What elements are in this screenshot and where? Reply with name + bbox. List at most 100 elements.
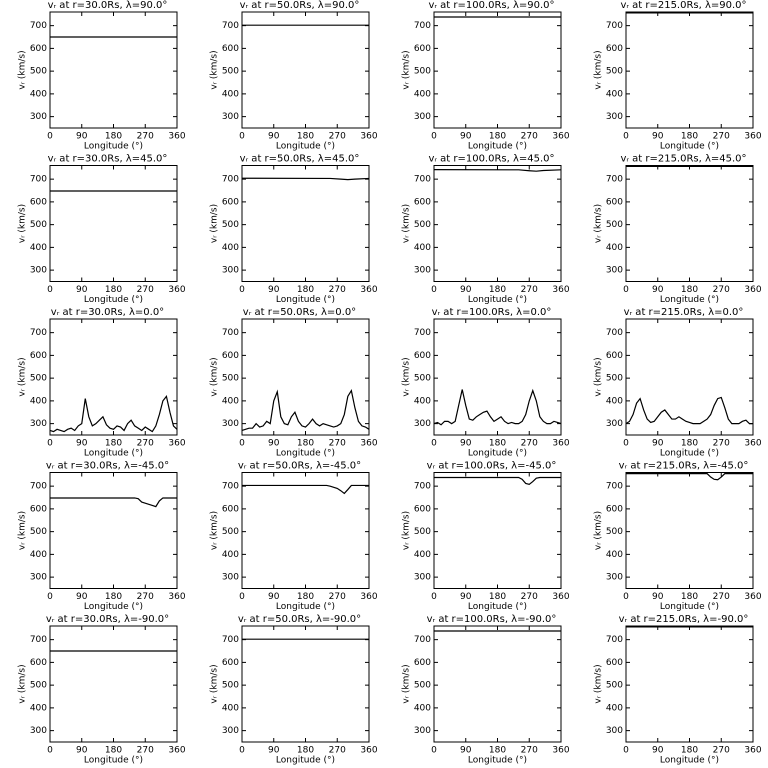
y-axis-label: vᵣ (km/s): [18, 204, 28, 243]
chart-title: vᵣ at r=50.0Rs, λ=0.0°: [243, 307, 356, 318]
x-tick-label: 270: [329, 746, 346, 756]
y-axis-label: vᵣ (km/s): [18, 357, 28, 396]
x-tick-label: 360: [744, 439, 761, 449]
x-axis-label: Longitude (°): [468, 449, 527, 459]
x-tick-label: 360: [360, 285, 377, 295]
y-tick-label: 700: [606, 328, 623, 338]
y-tick-label: 400: [606, 89, 623, 99]
y-tick-label: 400: [222, 243, 239, 253]
y-tick-label: 600: [222, 504, 239, 514]
y-tick-label: 700: [222, 482, 239, 492]
plot-frame: [241, 165, 370, 282]
y-tick-label: 300: [30, 726, 47, 736]
plot-frame: [625, 11, 754, 129]
y-tick-label: 700: [30, 482, 47, 492]
plot-frame: [625, 165, 754, 282]
y-axis-label: vᵣ (km/s): [594, 204, 604, 243]
x-axis-label: Longitude (°): [276, 142, 335, 152]
y-tick-label: 600: [414, 197, 431, 207]
y-tick-label: 300: [222, 266, 239, 276]
x-tick-label: 180: [681, 132, 698, 142]
plot-frame: [433, 472, 562, 589]
y-tick-label: 600: [30, 504, 47, 514]
y-tick-label: 500: [606, 527, 623, 537]
x-tick-label: 270: [329, 592, 346, 602]
x-tick-label: 90: [460, 592, 472, 602]
chart-title: vᵣ at r=30.0Rs, λ=90.0°: [48, 0, 168, 11]
x-tick-label: 360: [552, 285, 569, 295]
y-tick-label: 600: [222, 351, 239, 361]
y-tick-label: 700: [414, 21, 431, 31]
y-tick-label: 600: [414, 44, 431, 54]
y-tick-label: 700: [606, 635, 623, 645]
y-tick-label: 300: [606, 726, 623, 736]
chart-title: vᵣ at r=100.0Rs, λ=45.0°: [428, 154, 554, 165]
x-tick-label: 360: [552, 592, 569, 602]
y-tick-label: 400: [414, 89, 431, 99]
x-axis-label: Longitude (°): [84, 295, 143, 305]
x-tick-label: 90: [460, 439, 472, 449]
y-tick-label: 700: [606, 482, 623, 492]
y-tick-label: 300: [222, 573, 239, 583]
x-tick-label: 180: [681, 746, 698, 756]
y-tick-label: 400: [606, 396, 623, 406]
x-tick-label: 180: [105, 285, 122, 295]
x-tick-label: 270: [713, 132, 730, 142]
y-tick-label: 400: [606, 550, 623, 560]
x-tick-label: 0: [239, 592, 245, 602]
x-axis-label: Longitude (°): [84, 142, 143, 152]
y-tick-label: 400: [414, 243, 431, 253]
x-axis-label: Longitude (°): [660, 602, 719, 612]
y-tick-label: 500: [222, 220, 239, 230]
x-tick-label: 180: [297, 592, 314, 602]
y-tick-label: 500: [606, 374, 623, 384]
chart-title: vᵣ at r=50.0Rs, λ=-90.0°: [238, 614, 361, 625]
y-tick-label: 700: [414, 328, 431, 338]
y-tick-label: 700: [222, 175, 239, 185]
x-tick-label: 270: [521, 592, 538, 602]
x-tick-label: 90: [76, 439, 88, 449]
y-tick-label: 400: [414, 703, 431, 713]
x-tick-label: 270: [713, 746, 730, 756]
x-axis-label: Longitude (°): [468, 602, 527, 612]
y-axis-label: vᵣ (km/s): [18, 511, 28, 550]
y-tick-label: 300: [606, 112, 623, 122]
plot-frame: [49, 625, 178, 743]
y-tick-label: 600: [606, 658, 623, 668]
y-tick-label: 400: [222, 550, 239, 560]
chart-title: vᵣ at r=215.0Rs, λ=45.0°: [620, 154, 746, 165]
y-axis-label: vᵣ (km/s): [402, 511, 412, 550]
line-series: [433, 388, 562, 426]
x-tick-label: 180: [105, 592, 122, 602]
y-tick-label: 300: [606, 419, 623, 429]
x-tick-label: 360: [744, 746, 761, 756]
y-tick-label: 300: [414, 112, 431, 122]
y-tick-label: 600: [414, 504, 431, 514]
y-tick-label: 500: [606, 67, 623, 77]
chart-title: vᵣ at r=100.0Rs, λ=90.0°: [428, 0, 554, 11]
plot-frame: [433, 11, 562, 129]
plot-frame: [241, 11, 370, 129]
x-axis-label: Longitude (°): [84, 756, 143, 766]
y-tick-label: 500: [414, 374, 431, 384]
x-tick-label: 360: [360, 592, 377, 602]
x-tick-label: 90: [76, 592, 88, 602]
y-tick-label: 600: [30, 351, 47, 361]
x-tick-label: 360: [744, 592, 761, 602]
line-series: [241, 177, 370, 181]
y-axis-label: vᵣ (km/s): [210, 357, 220, 396]
x-tick-label: 180: [105, 132, 122, 142]
x-axis-label: Longitude (°): [468, 142, 527, 152]
x-tick-label: 270: [137, 439, 154, 449]
x-axis-label: Longitude (°): [660, 142, 719, 152]
y-tick-label: 600: [414, 351, 431, 361]
x-tick-label: 180: [681, 439, 698, 449]
x-tick-label: 180: [297, 132, 314, 142]
y-tick-label: 700: [414, 175, 431, 185]
y-tick-label: 700: [222, 21, 239, 31]
y-tick-label: 300: [30, 266, 47, 276]
y-tick-label: 300: [414, 573, 431, 583]
x-tick-label: 90: [652, 285, 664, 295]
